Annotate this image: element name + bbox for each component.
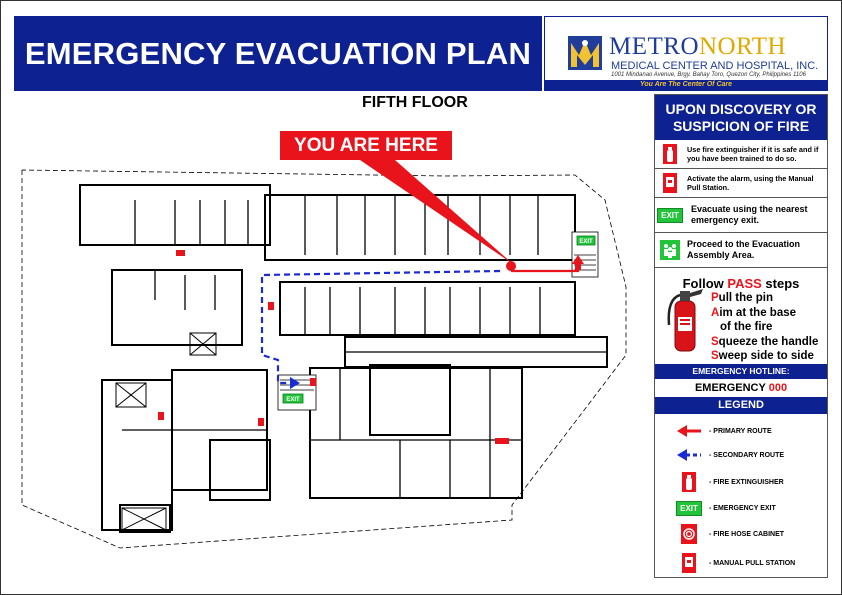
logo-address: 1001 Mindanao Avenue, Brgy. Bahay Toro, …: [611, 72, 806, 78]
step-alarm: Activate the alarm, using the Manual Pul…: [655, 169, 827, 198]
logo-name-north: NORTH: [699, 33, 787, 60]
pass-step: of the fire: [711, 320, 818, 335]
step-alarm-text: Activate the alarm, using the Manual Pul…: [687, 174, 814, 192]
legend-label: - FIRE EXTINGUISHER: [709, 478, 784, 486]
legend-label: - PRIMARY ROUTE: [709, 427, 772, 435]
manual-pull-station-icon: [659, 173, 681, 193]
logo-name-metro: METRO: [609, 33, 699, 60]
step-evacuate-text: Evacuate using the nearest emergency exi…: [691, 204, 808, 225]
legend-label: - EMERGENCY EXIT: [709, 504, 776, 512]
pass-step-key: P: [711, 292, 719, 304]
step-extinguisher: Use fire extinguisher if it is safe and …: [655, 140, 827, 169]
legend-primary-route: - PRIMARY ROUTE: [673, 422, 772, 440]
title-banner: EMERGENCY EVACUATION PLAN: [14, 16, 542, 91]
floor-label: FIFTH FLOOR: [362, 94, 468, 111]
pass-step-key: A: [711, 306, 720, 319]
panel-heading: UPON DISCOVERY OR SUSPICION OF FIRE: [655, 95, 827, 140]
legend-fire-extinguisher: - FIRE EXTINGUISHER: [673, 472, 784, 492]
exit-sign-icon: EXIT: [673, 500, 705, 516]
hospital-logo: METRONORTH MEDICAL CENTER AND HOSPITAL, …: [544, 16, 828, 91]
legend-secondary-route: - SECONDARY ROUTE: [673, 446, 784, 464]
pass-heading: Follow PASS steps: [655, 276, 827, 291]
legend-label: - MANUAL PULL STATION: [709, 559, 796, 567]
red-arrow-icon: [673, 425, 705, 437]
assembly-area-icon: [659, 240, 681, 260]
hotline-label: EMERGENCY HOTLINE:: [655, 364, 827, 379]
fire-extinguisher-illustration-icon: [667, 289, 703, 352]
blue-dashed-arrow-icon: [673, 449, 705, 461]
logo-subtitle: MEDICAL CENTER AND HOSPITAL, INC.: [611, 60, 819, 72]
pass-step-text: of the fire: [720, 321, 773, 334]
pass-prefix: Follow: [682, 276, 728, 291]
logo-emblem-icon: [568, 36, 602, 70]
pass-step-text: ull the pin: [718, 292, 773, 304]
legend-title: LEGEND: [655, 397, 827, 414]
you-are-here-label: YOU ARE HERE: [280, 131, 452, 160]
exit-badge: EXIT: [657, 207, 683, 223]
step-assembly-text: Proceed to the Evacuation Assembly Area.: [687, 239, 801, 260]
legend-manual-pull-station: - MANUAL PULL STATION: [673, 553, 796, 573]
exit-badge: EXIT: [676, 500, 702, 516]
logo-tagline: You Are The Center Of Care: [545, 80, 827, 90]
step-assembly: Proceed to the Evacuation Assembly Area.: [655, 233, 827, 268]
pass-step: Sweep side to side: [711, 349, 818, 364]
hotline-digits: 000: [768, 382, 788, 394]
legend-label: - FIRE HOSE CABINET: [709, 530, 785, 538]
pass-suffix: steps: [761, 276, 800, 291]
manual-pull-station-icon: [673, 553, 705, 573]
fire-extinguisher-icon: [673, 472, 705, 492]
pass-word: PASS: [727, 276, 762, 291]
pass-step-key: S: [711, 350, 719, 363]
exit-sign-icon: EXIT: [657, 205, 683, 225]
page-title: EMERGENCY EVACUATION PLAN: [24, 35, 532, 71]
fire-extinguisher-icon: [659, 144, 681, 164]
pass-steps-list: Pull the pin Aim at the base of the fire…: [711, 291, 818, 364]
pass-step-text: weep side to side: [718, 350, 814, 363]
logo-name: METRONORTH: [609, 33, 786, 61]
step-extinguisher-text: Use fire extinguisher if it is safe and …: [687, 145, 819, 163]
pass-step: Pull the pin: [711, 291, 818, 306]
fire-hose-cabinet-icon: [673, 524, 705, 544]
pass-step: Aim at the base: [711, 306, 818, 321]
pass-step-text: im at the base: [719, 306, 797, 319]
pass-step-text: queeze the handle: [718, 335, 819, 348]
fire-instructions-panel: UPON DISCOVERY OR SUSPICION OF FIRE Use …: [654, 94, 828, 578]
pass-step-key: S: [711, 335, 719, 348]
step-evacuate: EXIT Evacuate using the nearest emergenc…: [655, 198, 827, 233]
legend-emergency-exit: EXIT - EMERGENCY EXIT: [673, 499, 776, 517]
hotline-number: EMERGENCY 000: [655, 382, 827, 394]
legend-fire-hose-cabinet: - FIRE HOSE CABINET: [673, 524, 785, 544]
hotline-name: EMERGENCY: [694, 382, 769, 394]
legend-label: - SECONDARY ROUTE: [709, 451, 785, 459]
pass-step: Squeeze the handle: [711, 335, 818, 350]
